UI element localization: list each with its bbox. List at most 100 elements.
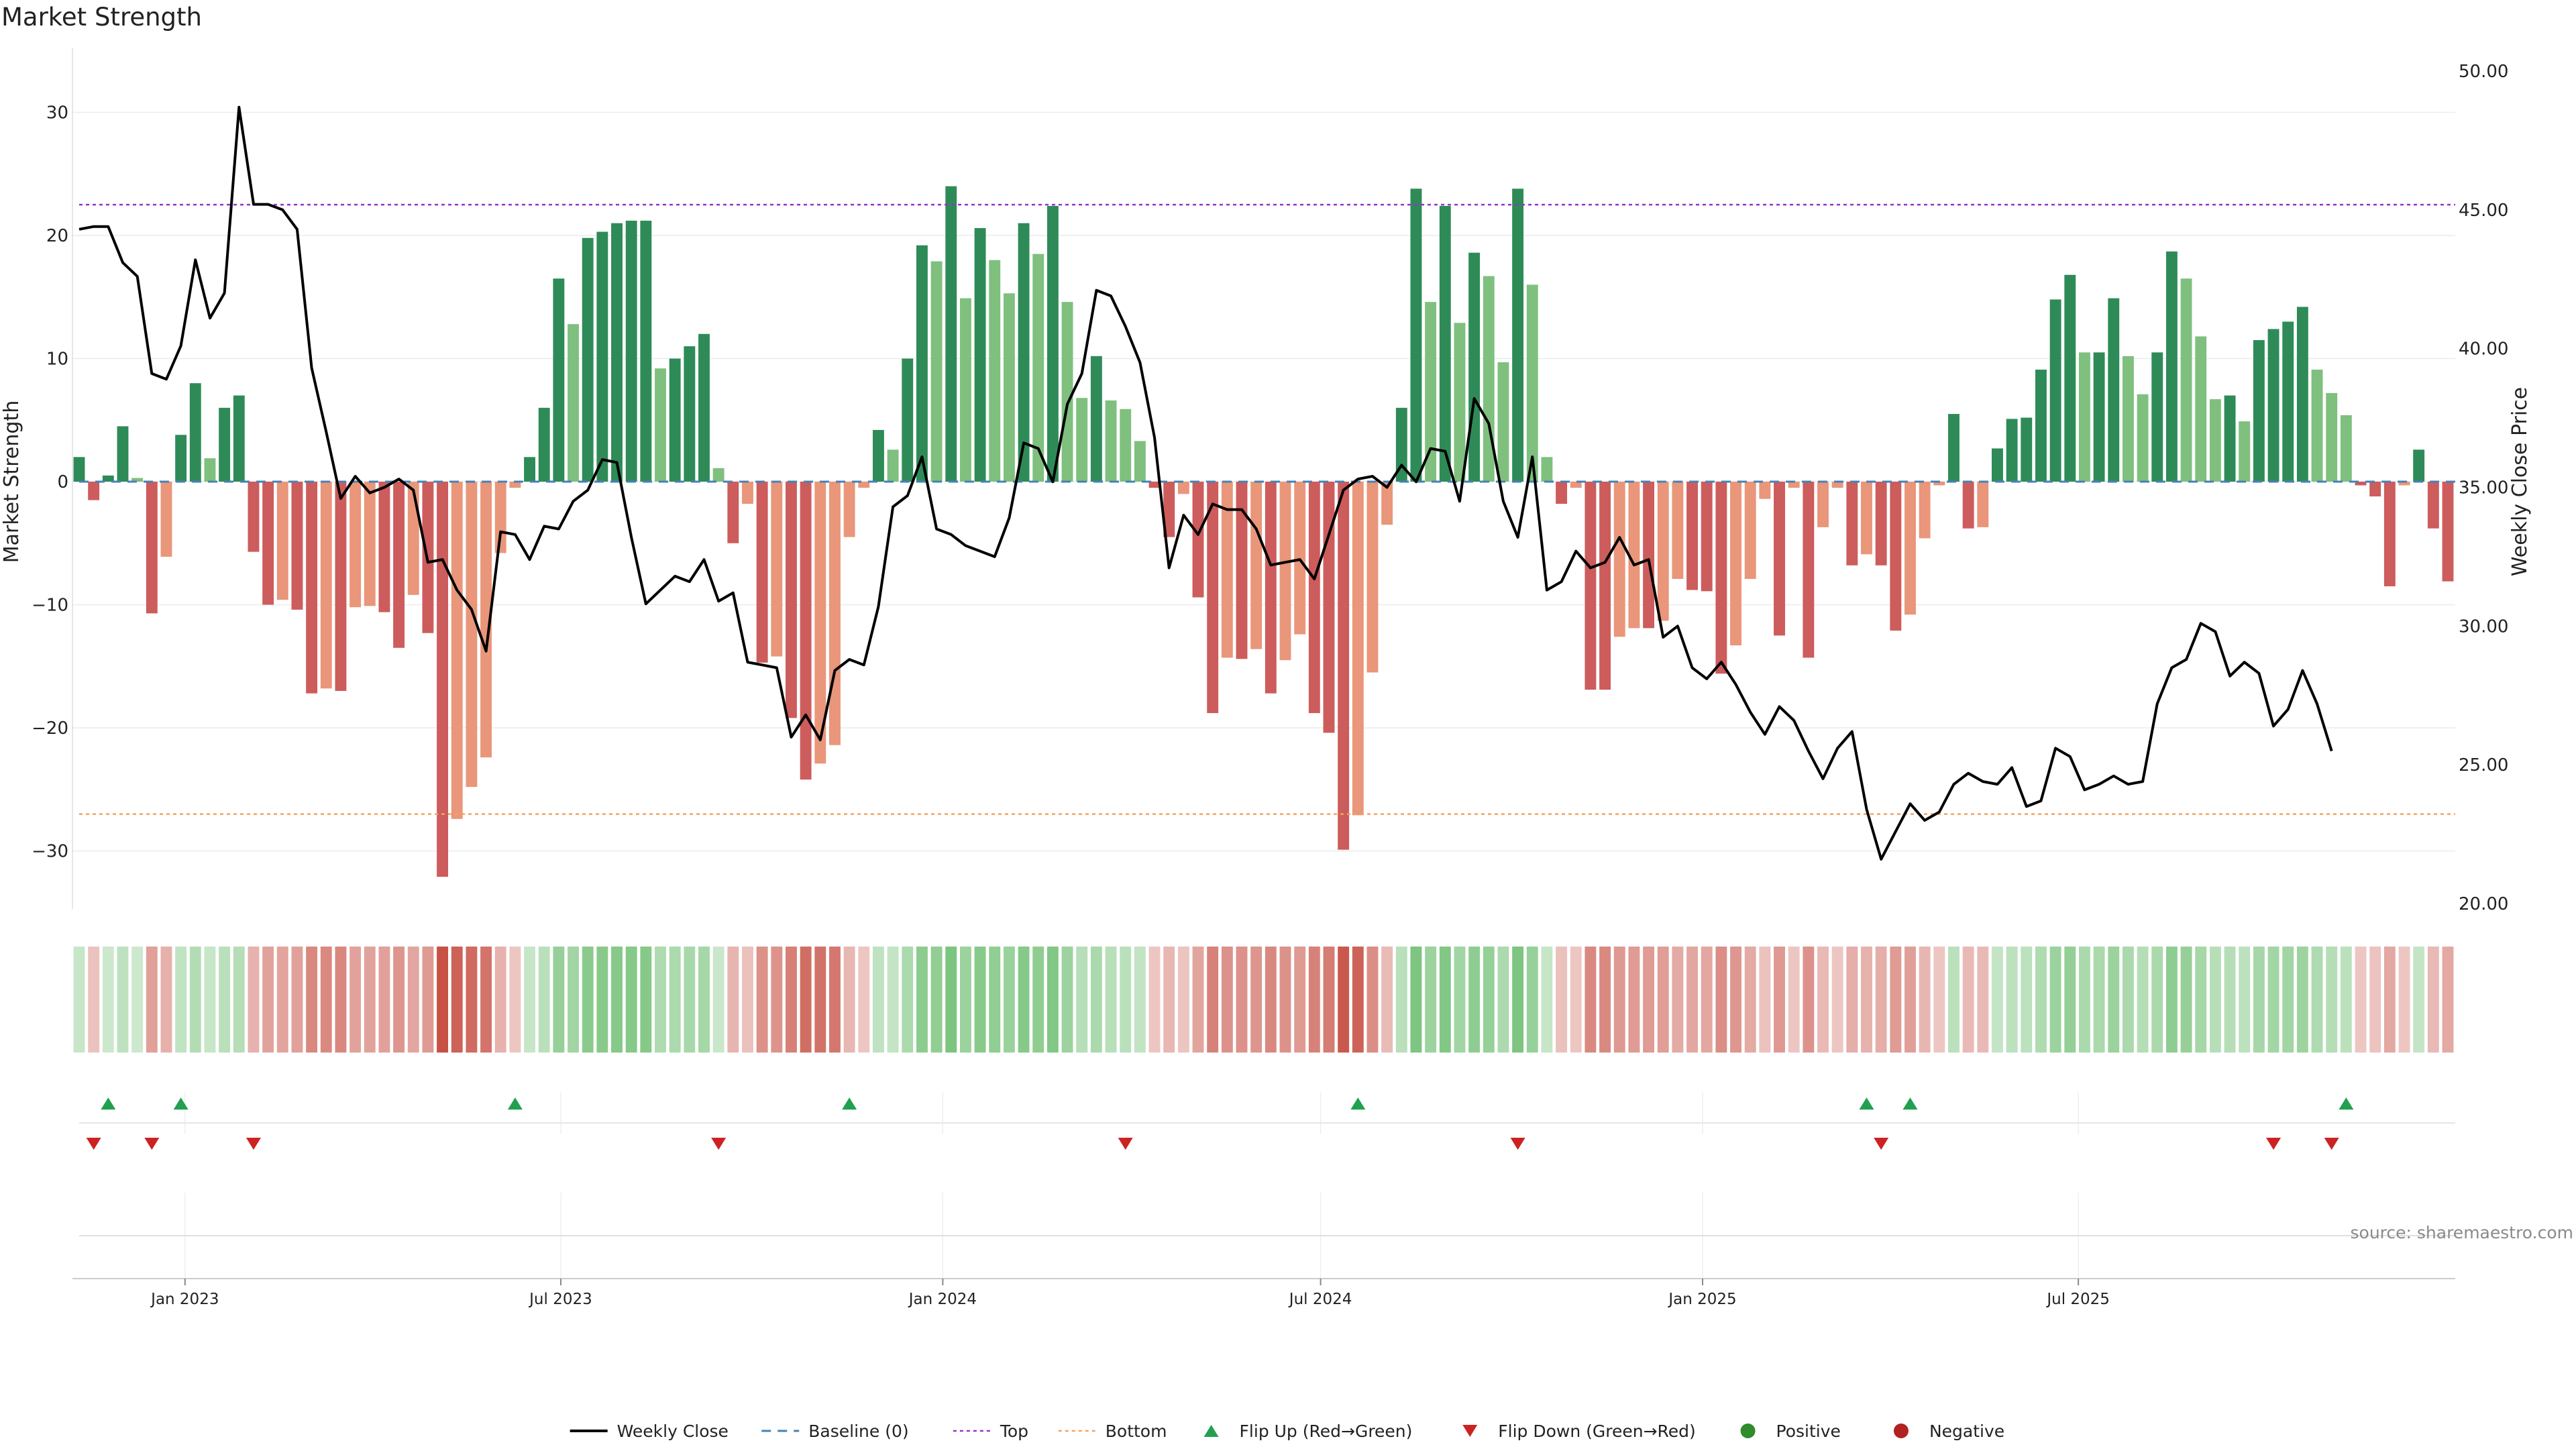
strength-bar [1919, 482, 1931, 539]
heat-cell [350, 947, 362, 1053]
strength-bar [1875, 482, 1887, 566]
heat-cell [902, 947, 914, 1053]
heat-cell [524, 947, 535, 1053]
strength-bar [989, 260, 1001, 482]
heat-cell [2180, 947, 2192, 1053]
strength-bar [786, 482, 797, 718]
heat-cell [1061, 947, 1073, 1053]
heat-cell [596, 947, 608, 1053]
heat-cell [829, 947, 841, 1053]
flip-down-marker [144, 1138, 160, 1150]
strength-bar [1526, 284, 1538, 482]
heat-cell [1410, 947, 1422, 1053]
strength-bar [2021, 417, 2033, 482]
heat-cell [2108, 947, 2120, 1053]
heat-cell [88, 947, 100, 1053]
strength-heat-strip [73, 947, 2454, 1053]
left-tick-label: 10 [46, 350, 68, 370]
heat-cell [2049, 947, 2061, 1053]
heat-cell [2340, 947, 2352, 1053]
heat-cell [698, 947, 710, 1053]
heat-cell [407, 947, 419, 1053]
right-axis-label: Weekly Close Price [2508, 387, 2532, 576]
strength-bar [131, 478, 144, 482]
heat-cell [684, 947, 696, 1053]
legend-label: Flip Down (Green→Red) [1498, 1421, 1696, 1441]
strength-bar [2296, 307, 2308, 482]
legend-label: Top [1000, 1421, 1028, 1441]
strength-bar [1018, 223, 1030, 482]
strength-bar [684, 346, 696, 482]
strength-bar [1120, 409, 1132, 482]
heat-cell [1308, 947, 1320, 1053]
left-tick-label: 0 [57, 472, 68, 492]
heat-cell [2195, 947, 2207, 1053]
heat-cell [73, 947, 85, 1053]
strength-bar [596, 231, 608, 482]
strength-bar [1933, 482, 1945, 486]
strength-bar [1308, 482, 1320, 713]
strength-bar [1831, 482, 1843, 488]
heat-cell [930, 947, 943, 1053]
flip-down-marker [2266, 1138, 2282, 1150]
strength-bar [1148, 482, 1161, 488]
heat-cell [378, 947, 390, 1053]
legend-item: Top [953, 1421, 1028, 1441]
heat-cell [102, 947, 114, 1053]
strength-bar [843, 482, 855, 537]
heat-cell [2326, 947, 2338, 1053]
strength-bar [2369, 482, 2381, 497]
heat-cell [1643, 947, 1655, 1053]
heat-cell [466, 947, 478, 1053]
strength-bar [1948, 414, 1960, 482]
strength-bar [756, 482, 768, 663]
strength-bar [2209, 399, 2221, 482]
heat-cell [2093, 947, 2105, 1053]
strength-bar [1134, 441, 1146, 482]
heat-cell [1759, 947, 1771, 1053]
legend-label: Positive [1776, 1421, 1841, 1441]
source-note: source: sharemaestro.com [2351, 1223, 2574, 1242]
heat-cell [437, 947, 449, 1053]
strength-bar [1483, 276, 1495, 482]
left-tick-label: −20 [32, 718, 68, 739]
flip-down-marker [1118, 1138, 1133, 1150]
strength-bar [2006, 419, 2018, 482]
strength-bar [814, 482, 826, 764]
strength-bar [1774, 482, 1785, 636]
heat-cell [2427, 947, 2439, 1053]
strength-bar [1744, 482, 1756, 579]
heat-cell [727, 947, 739, 1053]
strength-bar [1643, 482, 1655, 629]
heat-cell [2122, 947, 2134, 1053]
heat-cell [843, 947, 855, 1053]
heat-cell [1512, 947, 1524, 1053]
strength-bar [219, 407, 231, 482]
strength-bar [276, 482, 288, 600]
heat-cell [2021, 947, 2033, 1053]
right-tick-label: 40.00 [2459, 339, 2508, 360]
heat-cell [1526, 947, 1538, 1053]
right-axis-ticks: 50.00 45.00 40.00 35.00 30.00 25.00 20.00 [2459, 62, 2508, 914]
right-tick-label: 25.00 [2459, 755, 2508, 775]
strength-bar [1410, 189, 1422, 482]
strength-bar [1599, 482, 1611, 690]
strength-bar [1163, 482, 1175, 537]
heat-cell [1613, 947, 1625, 1053]
strength-bar [306, 482, 318, 694]
heat-cell [800, 947, 812, 1053]
strength-bar [291, 482, 303, 610]
heat-cell [1933, 947, 1945, 1053]
heat-cell [1003, 947, 1015, 1053]
strength-bar [872, 429, 884, 482]
heat-cell [1803, 947, 1815, 1053]
heat-cell [1628, 947, 1640, 1053]
flip-down-marker [1510, 1138, 1525, 1150]
heat-cell [1352, 947, 1364, 1053]
strength-bar [524, 457, 535, 482]
heat-cell [814, 947, 826, 1053]
heat-cell [2165, 947, 2178, 1053]
heat-cell [1294, 947, 1306, 1053]
heat-cell [1890, 947, 1902, 1053]
heat-cell [291, 947, 303, 1053]
